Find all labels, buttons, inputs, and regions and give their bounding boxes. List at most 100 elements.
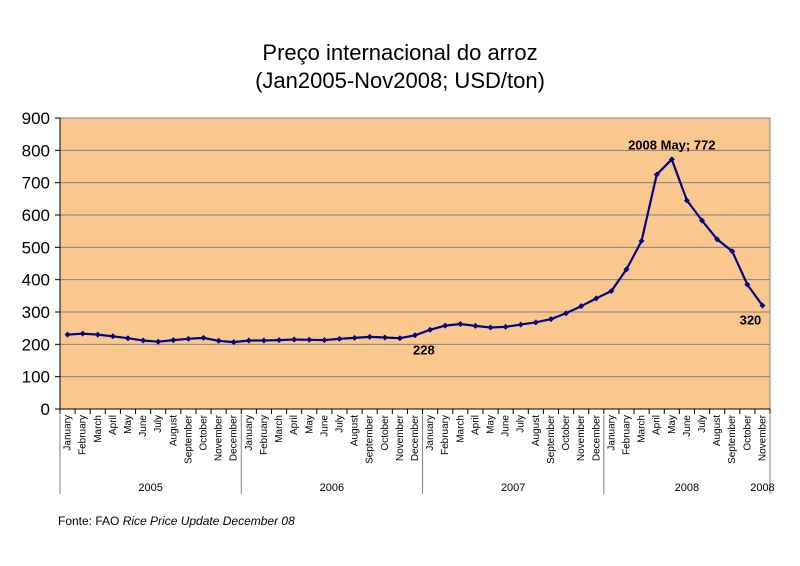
data-point [442, 322, 449, 329]
month-label: October [199, 414, 210, 450]
data-point [744, 281, 751, 288]
data-point [306, 336, 313, 343]
data-point [412, 332, 418, 339]
data-label: 228 [413, 342, 435, 357]
data-point [230, 339, 237, 346]
month-label: January [63, 415, 74, 451]
month-label: October [380, 414, 391, 450]
data-point [291, 336, 298, 343]
month-label: April [289, 415, 300, 435]
month-label: July [697, 415, 708, 433]
source-note: Fonte: FAO Rice Price Update December 08 [58, 514, 295, 528]
month-label: February [621, 415, 632, 455]
data-point [457, 320, 464, 327]
data-label: 320 [740, 313, 762, 328]
data-point [215, 337, 222, 344]
plot-area [59, 117, 771, 410]
month-label: June [138, 415, 149, 437]
data-point [547, 316, 554, 323]
data-point [336, 335, 343, 342]
data-point [351, 334, 358, 341]
data-point [668, 156, 675, 163]
source-title: Rice Price Update December 08 [122, 514, 295, 528]
month-label: September [183, 414, 194, 464]
data-point [109, 333, 116, 340]
data-point [472, 322, 479, 329]
data-point [532, 319, 539, 326]
data-point [185, 335, 192, 342]
y-tick-label: 200 [22, 335, 50, 354]
y-tick-label: 700 [22, 174, 50, 193]
chart-title-line2: (Jan2005-Nov2008; USD/ton) [255, 68, 545, 93]
year-label: 2007 [501, 482, 525, 494]
year-label: 2006 [320, 482, 344, 494]
month-label: February [440, 415, 451, 455]
data-point [502, 323, 509, 330]
month-label: March [637, 415, 648, 443]
month-label: September [546, 414, 557, 464]
data-point [124, 335, 131, 342]
month-label: December [229, 414, 240, 461]
month-label: November [214, 414, 225, 461]
y-tick-label: 0 [41, 400, 50, 419]
month-label: July [516, 415, 527, 433]
data-point [683, 197, 690, 204]
month-label: November [395, 414, 406, 461]
month-label: June [501, 415, 512, 437]
month-label: April [108, 415, 119, 435]
month-label: July [153, 415, 164, 433]
month-label: February [78, 415, 89, 455]
month-label: September [727, 414, 738, 464]
data-point [623, 266, 630, 273]
data-point [321, 337, 328, 344]
data-point [517, 321, 524, 328]
data-point [653, 171, 660, 178]
month-label: June [682, 415, 693, 437]
source-prefix: Fonte: FAO [58, 514, 123, 528]
month-label: January [425, 415, 436, 451]
chart-title-line1: Preço internacional do arroz [262, 40, 538, 65]
month-label: February [259, 415, 270, 455]
data-point [396, 335, 403, 342]
y-tick-label: 300 [22, 303, 50, 322]
data-point [155, 338, 162, 345]
data-point [276, 337, 283, 344]
data-point [170, 337, 177, 344]
month-label: August [531, 415, 542, 446]
data-point [427, 326, 434, 333]
data-point [638, 237, 645, 244]
month-label: October [742, 414, 753, 450]
month-label: September [365, 414, 376, 464]
data-point [64, 331, 71, 338]
data-point [608, 287, 615, 294]
month-label: November [757, 414, 768, 461]
data-point [366, 333, 373, 340]
data-label: 2008 May; 772 [628, 137, 715, 152]
data-point [94, 331, 101, 338]
data-point [759, 302, 766, 309]
data-point [729, 248, 736, 255]
month-label: March [455, 415, 466, 443]
month-label: December [410, 414, 421, 461]
data-point [714, 236, 721, 243]
month-label: December [591, 414, 602, 461]
month-label: January [244, 415, 255, 451]
month-label: March [274, 415, 285, 443]
month-label: May [667, 415, 678, 434]
y-tick-label: 100 [22, 368, 50, 387]
month-label: May [123, 415, 134, 434]
y-tick-label: 600 [22, 206, 50, 225]
y-tick-label: 900 [22, 109, 50, 128]
data-point [563, 310, 570, 317]
month-label: August [350, 415, 361, 446]
data-point [260, 337, 267, 344]
data-point [200, 334, 207, 341]
month-label: August [168, 415, 179, 446]
data-point [79, 330, 86, 337]
y-tick-label: 500 [22, 238, 50, 257]
month-label: June [319, 415, 330, 437]
data-point [593, 295, 600, 302]
year-label: 2008 [675, 482, 699, 494]
y-tick-label: 800 [22, 141, 50, 160]
